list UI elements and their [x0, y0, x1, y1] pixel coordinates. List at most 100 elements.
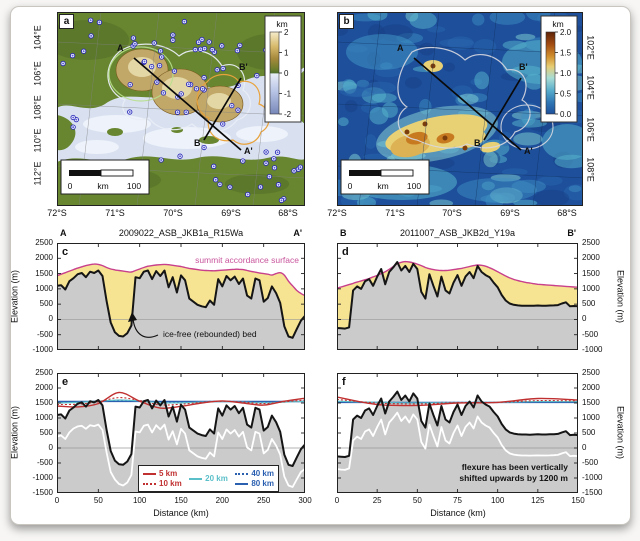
profile-c-y-tick-label: -1000 [32, 345, 53, 354]
map-b-lon-tick-label: 106°E [585, 117, 596, 142]
colorbar-tick-label: -1 [284, 90, 292, 99]
profile-d-y-tick-label: 2500 [582, 238, 600, 247]
profile-f-y-tick-label: -500 [582, 458, 599, 467]
legend-entry: 40 km [235, 468, 274, 478]
profile-d-start-label: B [340, 228, 347, 238]
profile-e-y-tick-label: 2000 [35, 383, 53, 392]
profile-c-y-tick-label: 1000 [35, 283, 53, 293]
colorbar-tick-label: 0.0 [560, 110, 572, 119]
legend-column: 5 km 10 km [143, 468, 182, 488]
profile-f-canvas [337, 373, 578, 493]
scalebar-end-label: 100 [407, 181, 421, 191]
map-a-lon-tick-label: 110°E [32, 128, 43, 153]
map-b-transect-label-B: B [474, 138, 481, 148]
map-b-lat-tick-label: 72°S [327, 208, 347, 218]
map-b-lat-tick-label: 70°S [442, 208, 462, 218]
scalebar-unit-label: km [377, 181, 388, 191]
profile-d-y-tick-label: 500 [582, 299, 596, 309]
map-b-lat-tick-label: 68°S [557, 208, 577, 218]
profile-e-x-tick-label: 0 [54, 496, 60, 505]
flexure-annotation-line2: shifted upwards by 1200 m [459, 473, 568, 483]
profile-c-y-tick-label: 2000 [35, 253, 53, 263]
map-a-transect-label-A2: A' [244, 146, 253, 156]
colorbar-tick-label: 2.0 [560, 28, 572, 37]
profile-c-title: 2009022_ASB_JKB1a_R15Wa [118, 228, 244, 238]
map-a-lat-tick-label: 72°S [47, 208, 67, 218]
profile-c-y-tick-label: 500 [39, 299, 53, 309]
profile-e-x-tick-label: 150 [174, 496, 188, 505]
profile-c-y-tick-label: 1500 [35, 268, 53, 278]
summit-accordance-annotation: summit accordance surface [195, 255, 299, 265]
map-b-lat-tick-label: 69°S [500, 208, 520, 218]
colorbar-tick-label: 0.5 [560, 90, 572, 99]
panel-letter-b: b [339, 14, 354, 29]
profile-f-y-tick-label: 1000 [582, 413, 600, 422]
map-a-lon-tick-label: 106°E [32, 61, 43, 86]
profile-f-y-tick-label: 2500 [582, 368, 600, 377]
panel-letter-d: d [342, 246, 349, 258]
colorbar-tick-label: 2 [284, 28, 289, 37]
legend-entry: 10 km [143, 478, 182, 488]
profile-f-y-tick-label: -1000 [582, 473, 603, 482]
legend-label: 10 km [159, 478, 182, 488]
profile-e-y-tick-label: 1500 [35, 398, 53, 407]
profile-f-x-tick-label: 75 [453, 496, 462, 505]
profile-d-y-tick-label: 0 [582, 314, 587, 324]
legend-label: 20 km [205, 473, 228, 483]
profile-c-y-tick-label: 2500 [35, 238, 53, 247]
map-a-lon-tick-label: 108°E [32, 95, 43, 120]
profile-d-y-tick-label: -1000 [582, 345, 603, 354]
profile-d-canvas [337, 243, 578, 350]
colorbar-tick-label: 1 [284, 49, 289, 58]
legend-label: 5 km [159, 468, 178, 478]
profile-f-x-tick-label: 50 [412, 496, 422, 505]
panel-letter-a: a [59, 14, 74, 29]
profile-d-y-tick-label: 1500 [582, 268, 600, 278]
profile-e-x-axis-title: Distance (km) [153, 508, 209, 518]
profile-c-y-tick-label: -500 [36, 329, 53, 339]
profile-e-y-tick-label: 500 [39, 428, 53, 437]
map-b-lat-tick-label: 71°S [385, 208, 405, 218]
legend-line-swatch [235, 482, 249, 485]
profile-d-y-tick-label: 2000 [582, 253, 600, 263]
profile-f-x-tick-label: 150 [571, 496, 585, 505]
profile-d-y-axis-title: Elevation (m) [615, 269, 626, 323]
profile-e-x-tick-label: 50 [93, 496, 103, 505]
legend-entry: 80 km [235, 478, 274, 488]
profile-e-x-tick-label: 300 [298, 496, 312, 505]
ice-free-bed-annotation: ice-free (rebounded) bed [163, 329, 257, 339]
legend-entry: 20 km [189, 473, 228, 483]
profile-f-y-tick-label: 1500 [582, 398, 600, 407]
map-a-transect-label-A: A [117, 43, 124, 53]
map-b-lon-tick-label: 104°E [585, 75, 596, 100]
profile-f-x-tick-label: 100 [490, 496, 505, 505]
profile-f-x-tick-label: 25 [372, 496, 382, 505]
legend-label: 80 km [251, 478, 274, 488]
profile-f-y-tick-label: -1500 [582, 488, 603, 497]
map-a-lat-tick-label: 70°S [163, 208, 183, 218]
scalebar-unit-label: km [97, 181, 108, 191]
profile-f-y-tick-label: 0 [582, 443, 587, 452]
profile-c-y-axis-title: Elevation (m) [9, 270, 20, 324]
colorbar-title: km [552, 19, 563, 29]
legend-column: 20 km [189, 473, 228, 483]
profile-e-y-tick-label: -500 [36, 458, 53, 467]
colorbar-tick-label: 1.5 [560, 49, 572, 58]
profile-d-title: 2011007_ASB_JKB2d_Y19a [400, 228, 515, 238]
colorbar-tick-label: 0 [284, 69, 289, 78]
map-a-lat-tick-label: 68°S [278, 208, 298, 218]
profile-f-y-tick-label: 2000 [582, 383, 600, 392]
panel-letter-e: e [62, 376, 69, 388]
scalebar-end-label: 100 [127, 181, 141, 191]
scalebar-zero-label: 0 [348, 181, 353, 191]
map-a-lon-tick-label: 104°E [32, 25, 43, 50]
profile-e-x-tick-label: 100 [132, 496, 147, 505]
map-b-lon-tick-label: 108°E [585, 157, 596, 182]
legend-entry: 5 km [143, 468, 182, 478]
map-a-lat-tick-label: 69°S [221, 208, 241, 218]
legend-label: 40 km [251, 468, 274, 478]
map-a-lon-tick-label: 112°E [32, 161, 43, 186]
profile-e-y-tick-label: 2500 [35, 368, 53, 377]
